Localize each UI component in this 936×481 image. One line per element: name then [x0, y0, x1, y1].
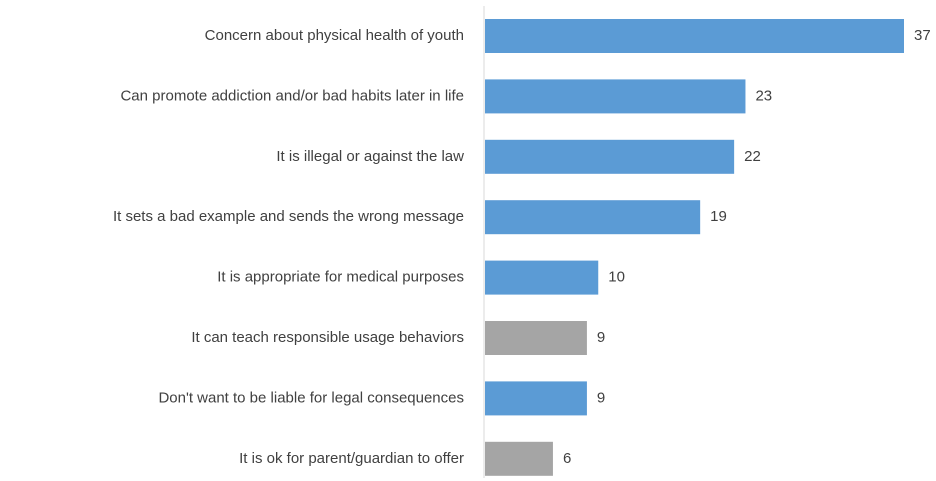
bar: [485, 79, 746, 114]
bar: [485, 441, 553, 476]
data-label: 19: [710, 208, 727, 225]
data-label: 6: [563, 450, 571, 467]
data-label: 9: [597, 329, 605, 346]
data-label: 37: [914, 27, 931, 44]
data-label: 10: [608, 269, 625, 286]
category-tick-label: It is illegal or against the law: [276, 148, 464, 165]
bar: [485, 200, 701, 235]
data-label: 22: [744, 148, 761, 165]
bar: [485, 19, 904, 53]
category-tick-label: Can promote addiction and/or bad habits …: [120, 87, 464, 104]
bars-group: [485, 19, 904, 476]
category-tick-label: Don't want to be liable for legal conseq…: [158, 389, 464, 406]
bar: [485, 260, 599, 295]
data-label: 23: [755, 87, 772, 104]
bar: [485, 139, 735, 174]
labels-group: Concern about physical health of youth 37…: [113, 27, 931, 467]
category-tick-label: Concern about physical health of youth: [205, 27, 464, 44]
category-tick-label: It can teach responsible usage behaviors: [191, 329, 464, 346]
bar: [485, 321, 587, 355]
category-tick-label: It sets a bad example and sends the wron…: [113, 208, 464, 225]
category-tick-label: It is ok for parent/guardian to offer: [239, 450, 464, 467]
bar: [485, 381, 587, 416]
data-label: 9: [597, 389, 605, 406]
category-tick-label: It is appropriate for medical purposes: [217, 269, 464, 286]
